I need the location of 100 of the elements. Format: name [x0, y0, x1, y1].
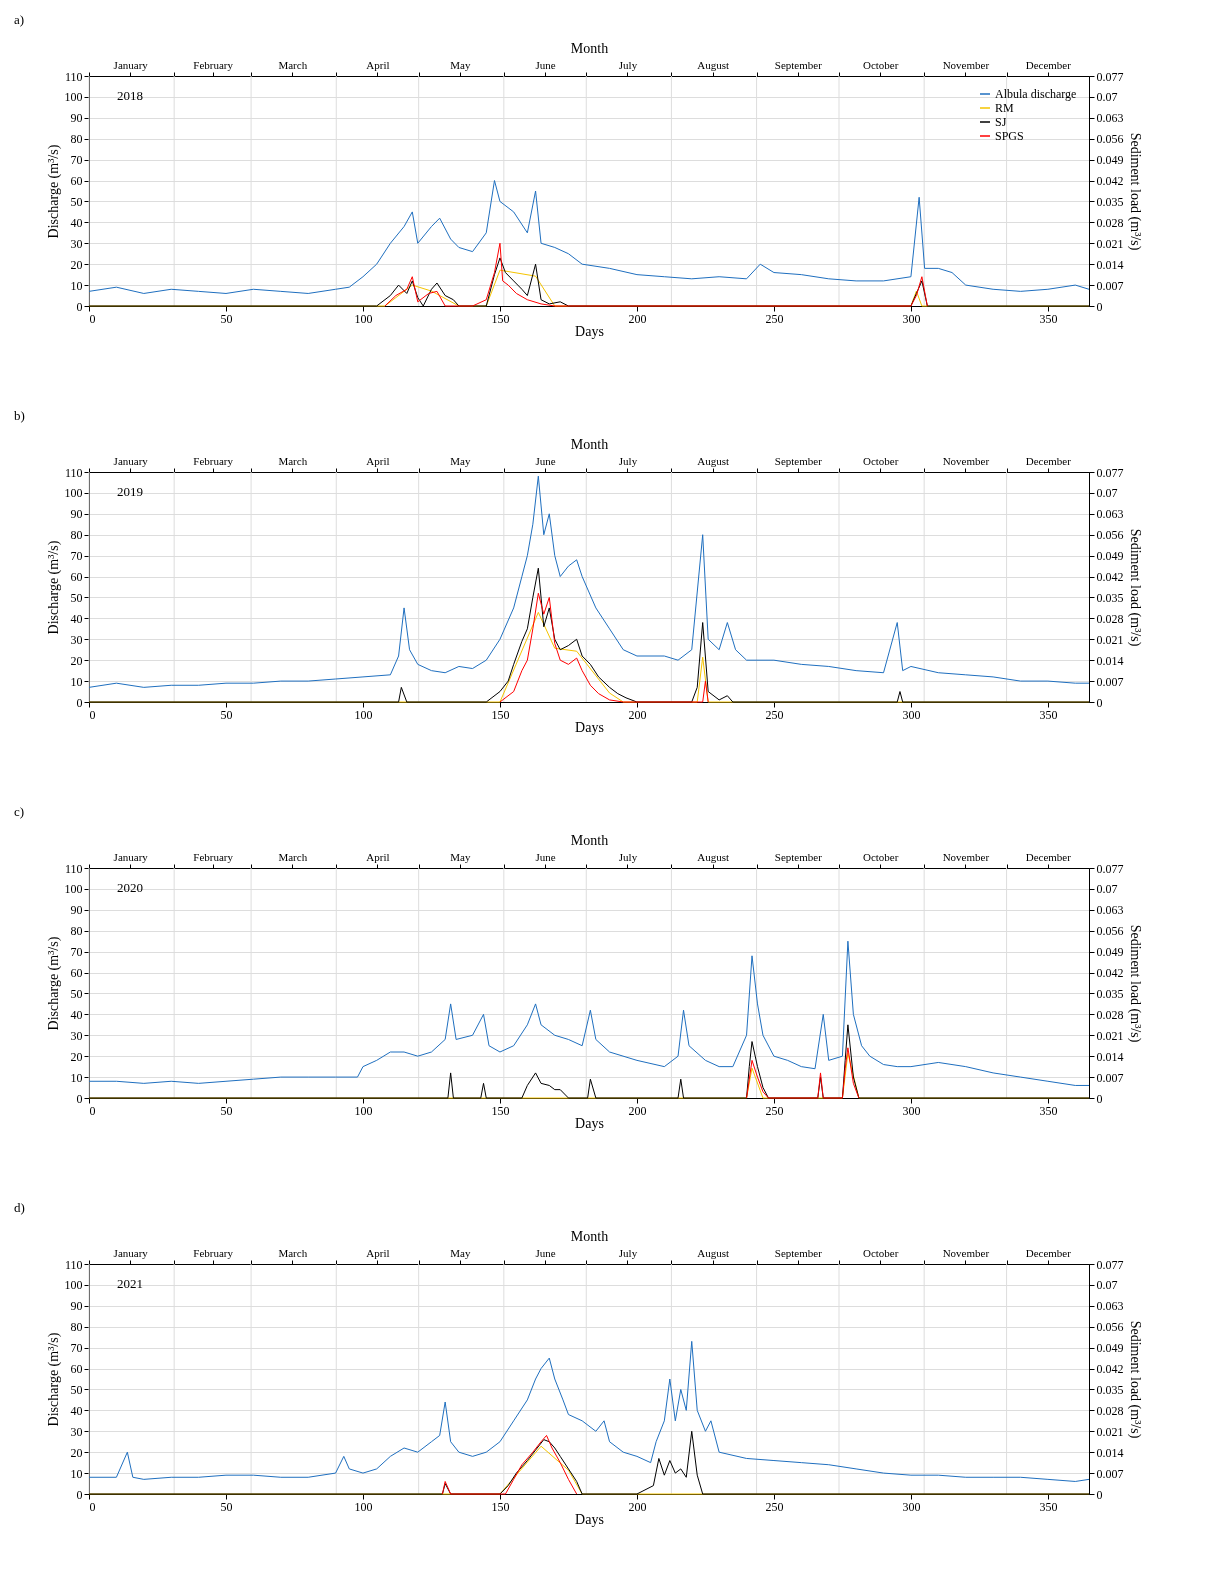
x2-tick-label: September — [774, 58, 823, 71]
y-tick-label: 40 — [70, 1007, 83, 1022]
x-axis-title: Days — [575, 719, 604, 735]
x-tick-label: 250 — [765, 1499, 784, 1514]
y-tick-label: 0 — [76, 1487, 83, 1502]
y-tick-label: 70 — [70, 549, 83, 564]
y2-tick-label: 0.049 — [1096, 1341, 1124, 1356]
y2-tick-label: 0.035 — [1096, 194, 1124, 209]
y-tick-label: 110 — [64, 69, 83, 84]
y2-tick-label: 0.014 — [1096, 1445, 1124, 1460]
y-tick-label: 10 — [70, 278, 83, 293]
x2-tick-label: August — [697, 850, 730, 863]
annotation: 2020 — [117, 880, 143, 895]
x2-tick-label: April — [366, 850, 390, 863]
x2-tick-label: June — [535, 1246, 556, 1259]
y-tick-label: 110 — [64, 861, 83, 876]
y-tick-label: 40 — [70, 215, 83, 230]
x-tick-label: 150 — [491, 311, 510, 326]
y2-tick-label: 0 — [1096, 1487, 1103, 1502]
y-tick-label: 90 — [70, 111, 83, 126]
x2-axis-title: Month — [570, 436, 609, 452]
y-tick-label: 0 — [76, 695, 83, 710]
y-tick-label: 110 — [64, 465, 83, 480]
y2-tick-label: 0.056 — [1096, 924, 1124, 939]
y2-tick-label: 0.042 — [1096, 966, 1124, 981]
y2-tick-label: 0.021 — [1096, 632, 1124, 647]
x2-tick-label: October — [862, 454, 899, 467]
x-tick-label: 300 — [902, 1499, 921, 1514]
x2-tick-label: July — [618, 850, 638, 863]
x2-tick-label: February — [193, 1246, 234, 1259]
y-tick-label: 20 — [70, 1445, 83, 1460]
x2-axis-title: Month — [570, 40, 609, 56]
y2-tick-label: 0.014 — [1096, 1049, 1124, 1064]
y-tick-label: 40 — [70, 611, 83, 626]
y-axis-title: Discharge (m³/s) — [45, 144, 62, 239]
y-tick-label: 20 — [70, 257, 83, 272]
x2-tick-label: December — [1025, 1246, 1072, 1259]
y-tick-label: 80 — [70, 528, 83, 543]
y2-tick-label: 0.007 — [1096, 1070, 1124, 1085]
y-tick-label: 30 — [70, 632, 83, 647]
y-tick-label: 80 — [70, 132, 83, 147]
text: b) — [14, 408, 25, 423]
x2-tick-label: January — [113, 58, 149, 71]
x-tick-label: 50 — [220, 1499, 233, 1514]
y2-tick-label: 0.035 — [1096, 986, 1124, 1001]
y2-tick-label: 0.063 — [1096, 1299, 1124, 1314]
x2-tick-label: January — [113, 850, 149, 863]
x2-tick-label: September — [774, 1246, 823, 1259]
x-tick-label: 50 — [220, 311, 233, 326]
x2-tick-label: February — [193, 454, 234, 467]
y2-tick-label: 0.042 — [1096, 174, 1124, 189]
x2-tick-label: December — [1025, 58, 1072, 71]
y2-tick-label: 0.056 — [1096, 132, 1124, 147]
y-tick-label: 100 — [64, 90, 83, 105]
x2-tick-label: December — [1025, 850, 1072, 863]
annotation: 2021 — [117, 1276, 143, 1291]
x-axis-title: Days — [575, 1115, 604, 1131]
y-tick-label: 60 — [70, 570, 83, 585]
y-tick-label: 20 — [70, 653, 83, 668]
y2-tick-label: 0.028 — [1096, 611, 1124, 626]
x-tick-label: 100 — [354, 1499, 373, 1514]
x-tick-label: 100 — [354, 1103, 373, 1118]
x-tick-label: 300 — [902, 1103, 921, 1118]
x2-tick-label: March — [278, 58, 308, 71]
x2-tick-label: July — [618, 454, 638, 467]
x-tick-label: 250 — [765, 707, 784, 722]
y-tick-label: 90 — [70, 1299, 83, 1314]
x2-tick-label: May — [450, 58, 471, 71]
x2-tick-label: August — [697, 58, 730, 71]
y2-tick-label: 0.063 — [1096, 903, 1124, 918]
x2-tick-label: January — [113, 454, 149, 467]
y-tick-label: 50 — [70, 590, 83, 605]
y-tick-label: 90 — [70, 903, 83, 918]
y-tick-label: 70 — [70, 153, 83, 168]
y2-tick-label: 0 — [1096, 695, 1103, 710]
x2-tick-label: April — [366, 1246, 390, 1259]
text: c) — [14, 804, 25, 819]
y-tick-label: 10 — [70, 674, 83, 689]
y2-tick-label: 0.014 — [1096, 257, 1124, 272]
legend-label: SPGS — [995, 129, 1024, 143]
x2-tick-label: November — [942, 58, 990, 71]
y2-tick-label: 0.028 — [1096, 1007, 1124, 1022]
y2-axis-title: Sediment load (m³/s) — [1126, 528, 1143, 647]
y-axis-title: Discharge (m³/s) — [45, 540, 62, 635]
y-tick-label: 80 — [70, 924, 83, 939]
y2-tick-label: 0.007 — [1096, 278, 1124, 293]
x2-axis-title: Month — [570, 832, 609, 848]
y2-tick-label: 0.07 — [1096, 486, 1118, 501]
y2-tick-label: 0.07 — [1096, 90, 1118, 105]
y2-tick-label: 0.021 — [1096, 1028, 1124, 1043]
y2-axis-title: Sediment load (m³/s) — [1126, 132, 1143, 251]
x2-tick-label: November — [942, 454, 990, 467]
y-tick-label: 110 — [64, 1257, 83, 1272]
y-tick-label: 30 — [70, 1424, 83, 1439]
y-tick-label: 70 — [70, 945, 83, 960]
y-tick-label: 80 — [70, 1320, 83, 1335]
x-tick-label: 100 — [354, 707, 373, 722]
x2-axis-title: Month — [570, 1228, 609, 1244]
x-tick-label: 350 — [1039, 1103, 1058, 1118]
y2-tick-label: 0.028 — [1096, 215, 1124, 230]
